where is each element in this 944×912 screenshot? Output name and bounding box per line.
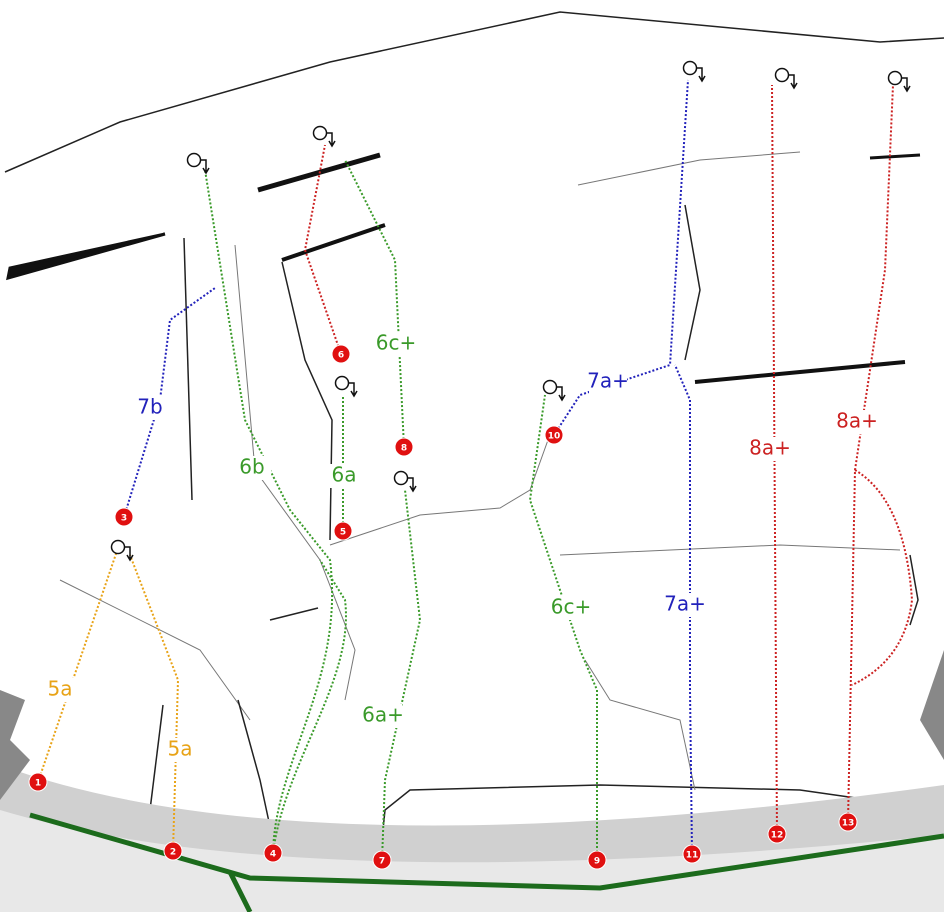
- routes: [37, 79, 914, 861]
- anchors: [110, 60, 911, 562]
- route-number: 12: [771, 831, 784, 841]
- anchor: [774, 67, 790, 83]
- route-grade: 6c+: [551, 595, 591, 619]
- route-marker: [331, 344, 351, 364]
- ground: [0, 650, 944, 912]
- route-marker: [587, 850, 607, 870]
- route-marker: [372, 850, 392, 870]
- route-number: 3: [121, 514, 127, 524]
- route-number: 9: [594, 857, 600, 867]
- route-number: 5: [340, 528, 346, 538]
- grade-bg: [41, 678, 79, 702]
- route-marker: [263, 843, 283, 863]
- route-marker: [838, 812, 858, 832]
- route-grade: 5a: [168, 737, 193, 761]
- anchor: [542, 379, 558, 395]
- grade-bg: [838, 410, 876, 434]
- anchor: [110, 539, 126, 555]
- anchor-arrow: [124, 546, 134, 562]
- route-grade: 7a+: [587, 369, 629, 393]
- route-number: 10: [548, 432, 561, 442]
- route-number: 6: [338, 351, 344, 361]
- anchor: [312, 125, 328, 141]
- anchor-arrow: [556, 386, 566, 402]
- route-grade: 6a: [332, 463, 357, 487]
- grade-bg: [377, 332, 415, 356]
- grade-bg: [131, 396, 169, 420]
- route-number: 4: [270, 850, 276, 860]
- route-marker: [767, 824, 787, 844]
- grade-bg: [589, 370, 627, 394]
- route-grade: 7a+: [664, 592, 706, 616]
- route-grade: 5a: [48, 677, 73, 701]
- route-marker: [682, 844, 702, 864]
- anchor: [334, 375, 350, 391]
- grade-bg: [233, 456, 271, 480]
- anchor: [186, 152, 202, 168]
- anchor-arrow: [788, 74, 798, 90]
- route-grade: 6a+: [362, 703, 404, 727]
- route-number: 1: [35, 779, 41, 789]
- route-number: 2: [170, 848, 176, 858]
- route-number: 8: [401, 444, 407, 454]
- route-grade: 6c+: [376, 331, 416, 355]
- route-number: 11: [686, 851, 699, 861]
- anchor-arrow: [901, 77, 911, 93]
- grade-bg: [751, 437, 789, 461]
- route-grade: 8a+: [836, 409, 878, 433]
- route-grade: 7b: [137, 395, 162, 419]
- grade-bg: [364, 704, 402, 728]
- anchor-arrow: [407, 477, 417, 493]
- rock: [4, 11, 944, 861]
- grade-bg: [161, 738, 199, 762]
- route-number: 7: [379, 857, 385, 867]
- route-number: 13: [842, 819, 855, 829]
- route-grade: 8a+: [749, 436, 791, 460]
- route-grade: 6b: [239, 455, 264, 479]
- route-marker: [394, 437, 414, 457]
- grade-bg: [666, 593, 704, 617]
- grade-bg: [552, 596, 590, 620]
- anchor: [682, 60, 698, 76]
- anchor-arrow: [200, 159, 210, 175]
- anchor-arrow: [326, 132, 336, 148]
- anchor: [393, 470, 409, 486]
- grade-bg: [325, 464, 363, 488]
- route-marker: [333, 521, 353, 541]
- anchor-arrow: [348, 382, 358, 398]
- route-marker: [163, 841, 183, 861]
- anchor: [887, 70, 903, 86]
- route-marker: [28, 772, 48, 792]
- route-marker: [544, 425, 564, 445]
- route-marker: [114, 507, 134, 527]
- anchor-arrow: [696, 67, 706, 83]
